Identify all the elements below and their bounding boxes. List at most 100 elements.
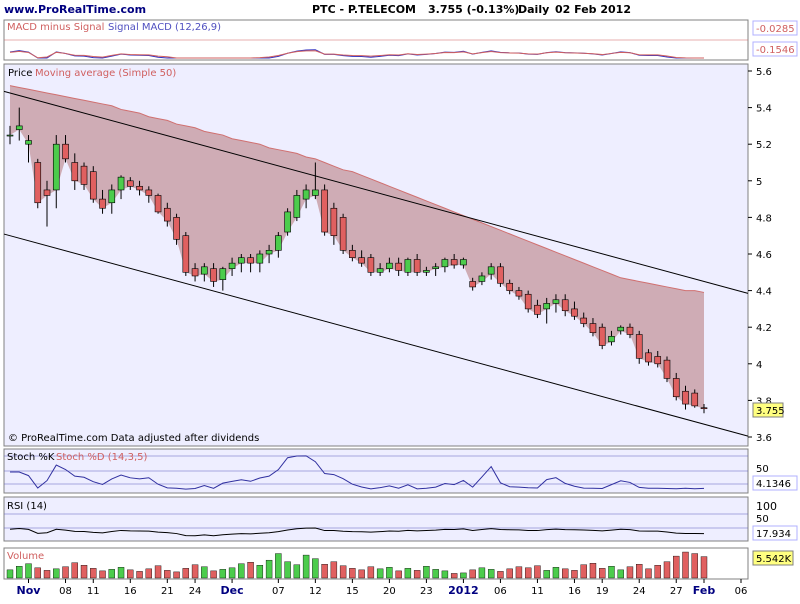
volume-bar — [571, 570, 578, 579]
candle-body — [210, 268, 217, 282]
volume-bar — [562, 568, 569, 579]
candle-body — [469, 281, 476, 288]
volume-bar — [321, 564, 328, 579]
candle — [126, 177, 134, 190]
candle-body — [293, 195, 301, 218]
volume-title: Volume — [7, 551, 44, 562]
stoch-tick-50: 50 — [756, 464, 769, 475]
volume-bar — [136, 571, 143, 579]
volume-bar — [164, 570, 171, 579]
rsi-panel[interactable] — [3, 496, 749, 542]
volume-bar — [349, 568, 356, 579]
instrument-title: PTC - P.TELECOM — [312, 3, 416, 16]
date-label: 02 Feb 2012 — [555, 3, 631, 16]
candle — [108, 184, 116, 214]
last-price-value: 3.755 — [756, 406, 785, 417]
candle — [312, 162, 319, 200]
candle-body — [561, 299, 569, 312]
candle-body — [302, 189, 310, 200]
candle-body — [284, 211, 291, 233]
candle — [460, 257, 467, 269]
candle — [117, 175, 125, 200]
candle — [524, 290, 532, 313]
volume-bar — [358, 569, 365, 579]
volume-bar — [256, 565, 264, 579]
rsi-title: RSI (14) — [7, 501, 47, 512]
site-label[interactable]: www.ProRealTime.com — [4, 3, 146, 16]
volume-bar — [71, 562, 78, 579]
candle — [339, 213, 347, 254]
axes: 5.6 5.4 5.2 5 4.8 4.6 4.4 4.2 4 3.8 3.6 Nov 08 11 16 21… — [17, 67, 772, 597]
candle-body — [682, 390, 689, 405]
candle — [62, 135, 69, 163]
volume-bar — [108, 569, 115, 579]
x-axis-label: 15 — [346, 586, 359, 597]
candle — [52, 135, 60, 209]
last-price: 3.755 (-0.13%) — [428, 3, 519, 16]
candle-body — [256, 253, 264, 264]
candle — [164, 202, 171, 227]
candle — [136, 180, 143, 196]
candle-body — [126, 180, 134, 187]
candle-body — [321, 189, 328, 233]
volume-bar — [673, 555, 680, 579]
candle — [682, 385, 689, 410]
candle — [645, 349, 652, 366]
volume-bar — [487, 569, 495, 579]
candle — [432, 263, 439, 276]
volume-bar — [580, 564, 587, 579]
volume-bar — [330, 561, 338, 579]
candle — [617, 325, 625, 335]
candle — [6, 125, 14, 145]
candle-body — [117, 176, 125, 191]
macd-lines — [4, 39, 748, 59]
volume-bar — [441, 570, 449, 579]
candle — [15, 107, 23, 141]
volume-bar — [608, 566, 615, 579]
upper-trendline — [3, 90, 749, 294]
candle-body — [89, 171, 97, 200]
stoch-subtitle: Stoch %D (14,3,5) — [56, 452, 147, 463]
candle — [395, 257, 402, 276]
candlesticks — [6, 107, 708, 414]
rsi-value-box — [752, 525, 798, 541]
candle-body — [515, 290, 523, 297]
volume-bar — [515, 566, 523, 579]
candle — [700, 404, 708, 414]
candle-body — [423, 270, 430, 273]
volume-bar — [497, 571, 504, 579]
candle-body — [191, 268, 199, 277]
volume-value: 5.542K — [756, 554, 792, 565]
candle — [635, 330, 643, 364]
rsi-tick-100: 100 — [756, 500, 777, 513]
rsi-value: 17.934 — [756, 529, 791, 540]
candle-body — [395, 262, 402, 271]
x-axis-label: 16 — [568, 586, 581, 597]
candle-body — [228, 262, 236, 269]
rsi-tick-50: 50 — [756, 514, 769, 525]
price-axis-label: 4.2 — [756, 323, 772, 334]
volume-bar — [228, 567, 236, 579]
stoch-k-line — [10, 455, 705, 490]
candle-body — [80, 165, 88, 185]
candle-body — [450, 259, 458, 266]
candle-body — [201, 266, 208, 275]
candle-body — [367, 257, 375, 273]
candle-body — [108, 189, 116, 204]
volume-bar — [16, 566, 23, 579]
candle-body — [238, 257, 245, 264]
candle-body — [608, 336, 615, 343]
candle — [691, 389, 699, 408]
price-panel-title: Price — [8, 68, 32, 79]
stochastic-lines — [4, 455, 748, 490]
x-axis-label: 27 — [670, 586, 683, 597]
candle — [210, 263, 217, 287]
candle — [478, 272, 486, 286]
candle-body — [330, 207, 338, 237]
candle-body — [534, 304, 541, 315]
x-axis-label: 21 — [161, 586, 174, 597]
candle — [580, 312, 588, 328]
x-axis-label: 23 — [420, 586, 433, 597]
volume-bar — [413, 570, 421, 579]
